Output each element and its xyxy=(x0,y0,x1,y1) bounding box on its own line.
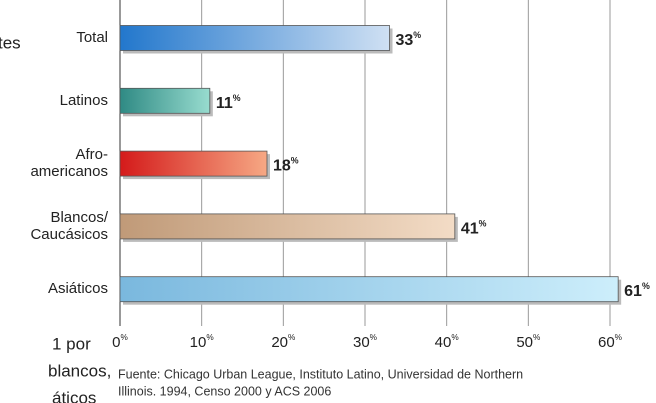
bar xyxy=(119,276,619,303)
bar xyxy=(119,87,211,114)
value-label: 18% xyxy=(273,156,299,175)
category-label: Latinos xyxy=(60,92,108,109)
x-tick-label: 60% xyxy=(598,333,623,351)
value-label: 61% xyxy=(624,282,650,301)
category-label: Total xyxy=(76,29,108,46)
cropped-text: blancos, xyxy=(48,361,111,380)
value-label: 11% xyxy=(216,93,241,112)
x-tick-label: 10% xyxy=(190,333,215,351)
x-tick-label: 20% xyxy=(271,333,296,351)
source: Illinois. 1994, Censo 2000 y ACS 2006 xyxy=(118,384,331,398)
x-tick-label: 30% xyxy=(353,333,378,351)
cropped-text: áticos xyxy=(52,388,96,403)
x-tick-label: 0% xyxy=(112,333,128,351)
cropped-text: tes xyxy=(0,33,21,52)
x-tick-label: 50% xyxy=(516,333,541,351)
category-label: Blancos/Caucásicos xyxy=(30,209,108,243)
x-tick-label: 40% xyxy=(435,333,460,351)
bar xyxy=(119,150,268,177)
value-label: 33% xyxy=(396,30,422,49)
bar xyxy=(119,25,390,51)
category-label: Asiáticos xyxy=(48,280,108,297)
value-label: 41% xyxy=(461,219,487,238)
source: Fuente: Chicago Urban League, Instituto … xyxy=(118,367,523,381)
category-label: Afro-americanos xyxy=(30,146,108,180)
cropped-text: 1 por xyxy=(52,334,91,353)
bar xyxy=(119,213,456,240)
